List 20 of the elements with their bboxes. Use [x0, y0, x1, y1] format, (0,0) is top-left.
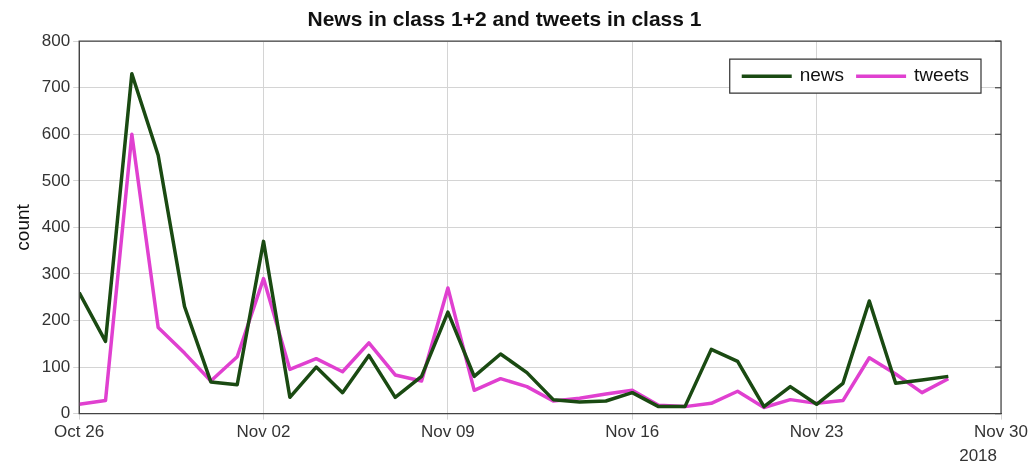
x-tick-label: Nov 16 — [605, 422, 660, 442]
x-tick-label: Nov 02 — [236, 422, 291, 442]
x-tick-label: Nov 30 — [974, 422, 1028, 442]
x-tick-label: Nov 09 — [420, 422, 475, 442]
y-tick-label: 200 — [41, 310, 71, 330]
y-tick-label: 800 — [41, 30, 71, 50]
y-tick-label: 500 — [41, 170, 71, 190]
y-tick-label: 100 — [41, 356, 71, 376]
chart-title: News in class 1+2 and tweets in class 1 — [307, 7, 702, 31]
y-tick-label: 0 — [60, 403, 71, 423]
x-tick-label: Nov 23 — [789, 422, 844, 442]
y-axis-title: count — [11, 203, 33, 251]
text: 2018 — [959, 446, 997, 466]
y-tick-label: 300 — [41, 263, 71, 283]
legend-label: tweets — [914, 64, 970, 86]
y-tick-label: 700 — [41, 77, 71, 97]
y-tick-label: 600 — [41, 123, 71, 143]
x-tick-label: Oct 26 — [54, 422, 105, 442]
y-tick-label: 400 — [41, 217, 71, 237]
legend-label: news — [799, 64, 845, 86]
